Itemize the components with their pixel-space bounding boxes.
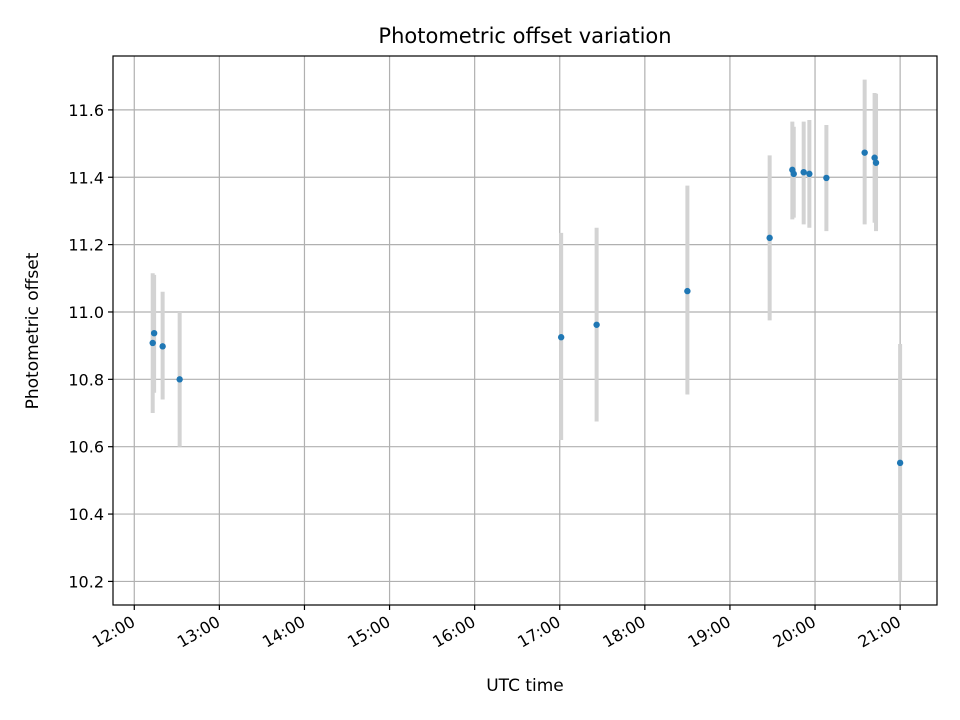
data-point (593, 321, 600, 328)
data-point (149, 339, 156, 347)
y-tick-label: 10.4 (68, 505, 104, 524)
data-point (871, 154, 878, 161)
data-point (176, 376, 183, 383)
y-tick-label: 11.6 (68, 101, 104, 120)
data-point (684, 287, 691, 295)
plot-frame (112, 55, 938, 606)
data-point (557, 334, 565, 341)
data-point (150, 329, 158, 337)
data-point (790, 170, 797, 178)
data-point (861, 149, 868, 156)
y-axis-title: Photometric offset (23, 252, 43, 409)
data-points (149, 149, 904, 467)
data-point (806, 170, 813, 178)
data-point (766, 234, 773, 242)
x-axis-title: UTC time (486, 676, 564, 696)
y-tick-label: 11.0 (68, 303, 104, 322)
grid (113, 56, 937, 605)
data-point (896, 459, 904, 467)
y-tick-label: 11.4 (68, 168, 104, 187)
data-point (872, 159, 880, 166)
y-tick-label: 11.2 (68, 236, 104, 255)
data-point (823, 174, 830, 182)
data-point (159, 343, 166, 350)
y-tick-label: 10.6 (68, 438, 104, 457)
data-point (800, 168, 807, 176)
chart-title: Photometric offset variation (378, 24, 671, 48)
y-tick-label: 10.2 (68, 572, 104, 591)
y-tick-label: 10.8 (68, 370, 104, 389)
